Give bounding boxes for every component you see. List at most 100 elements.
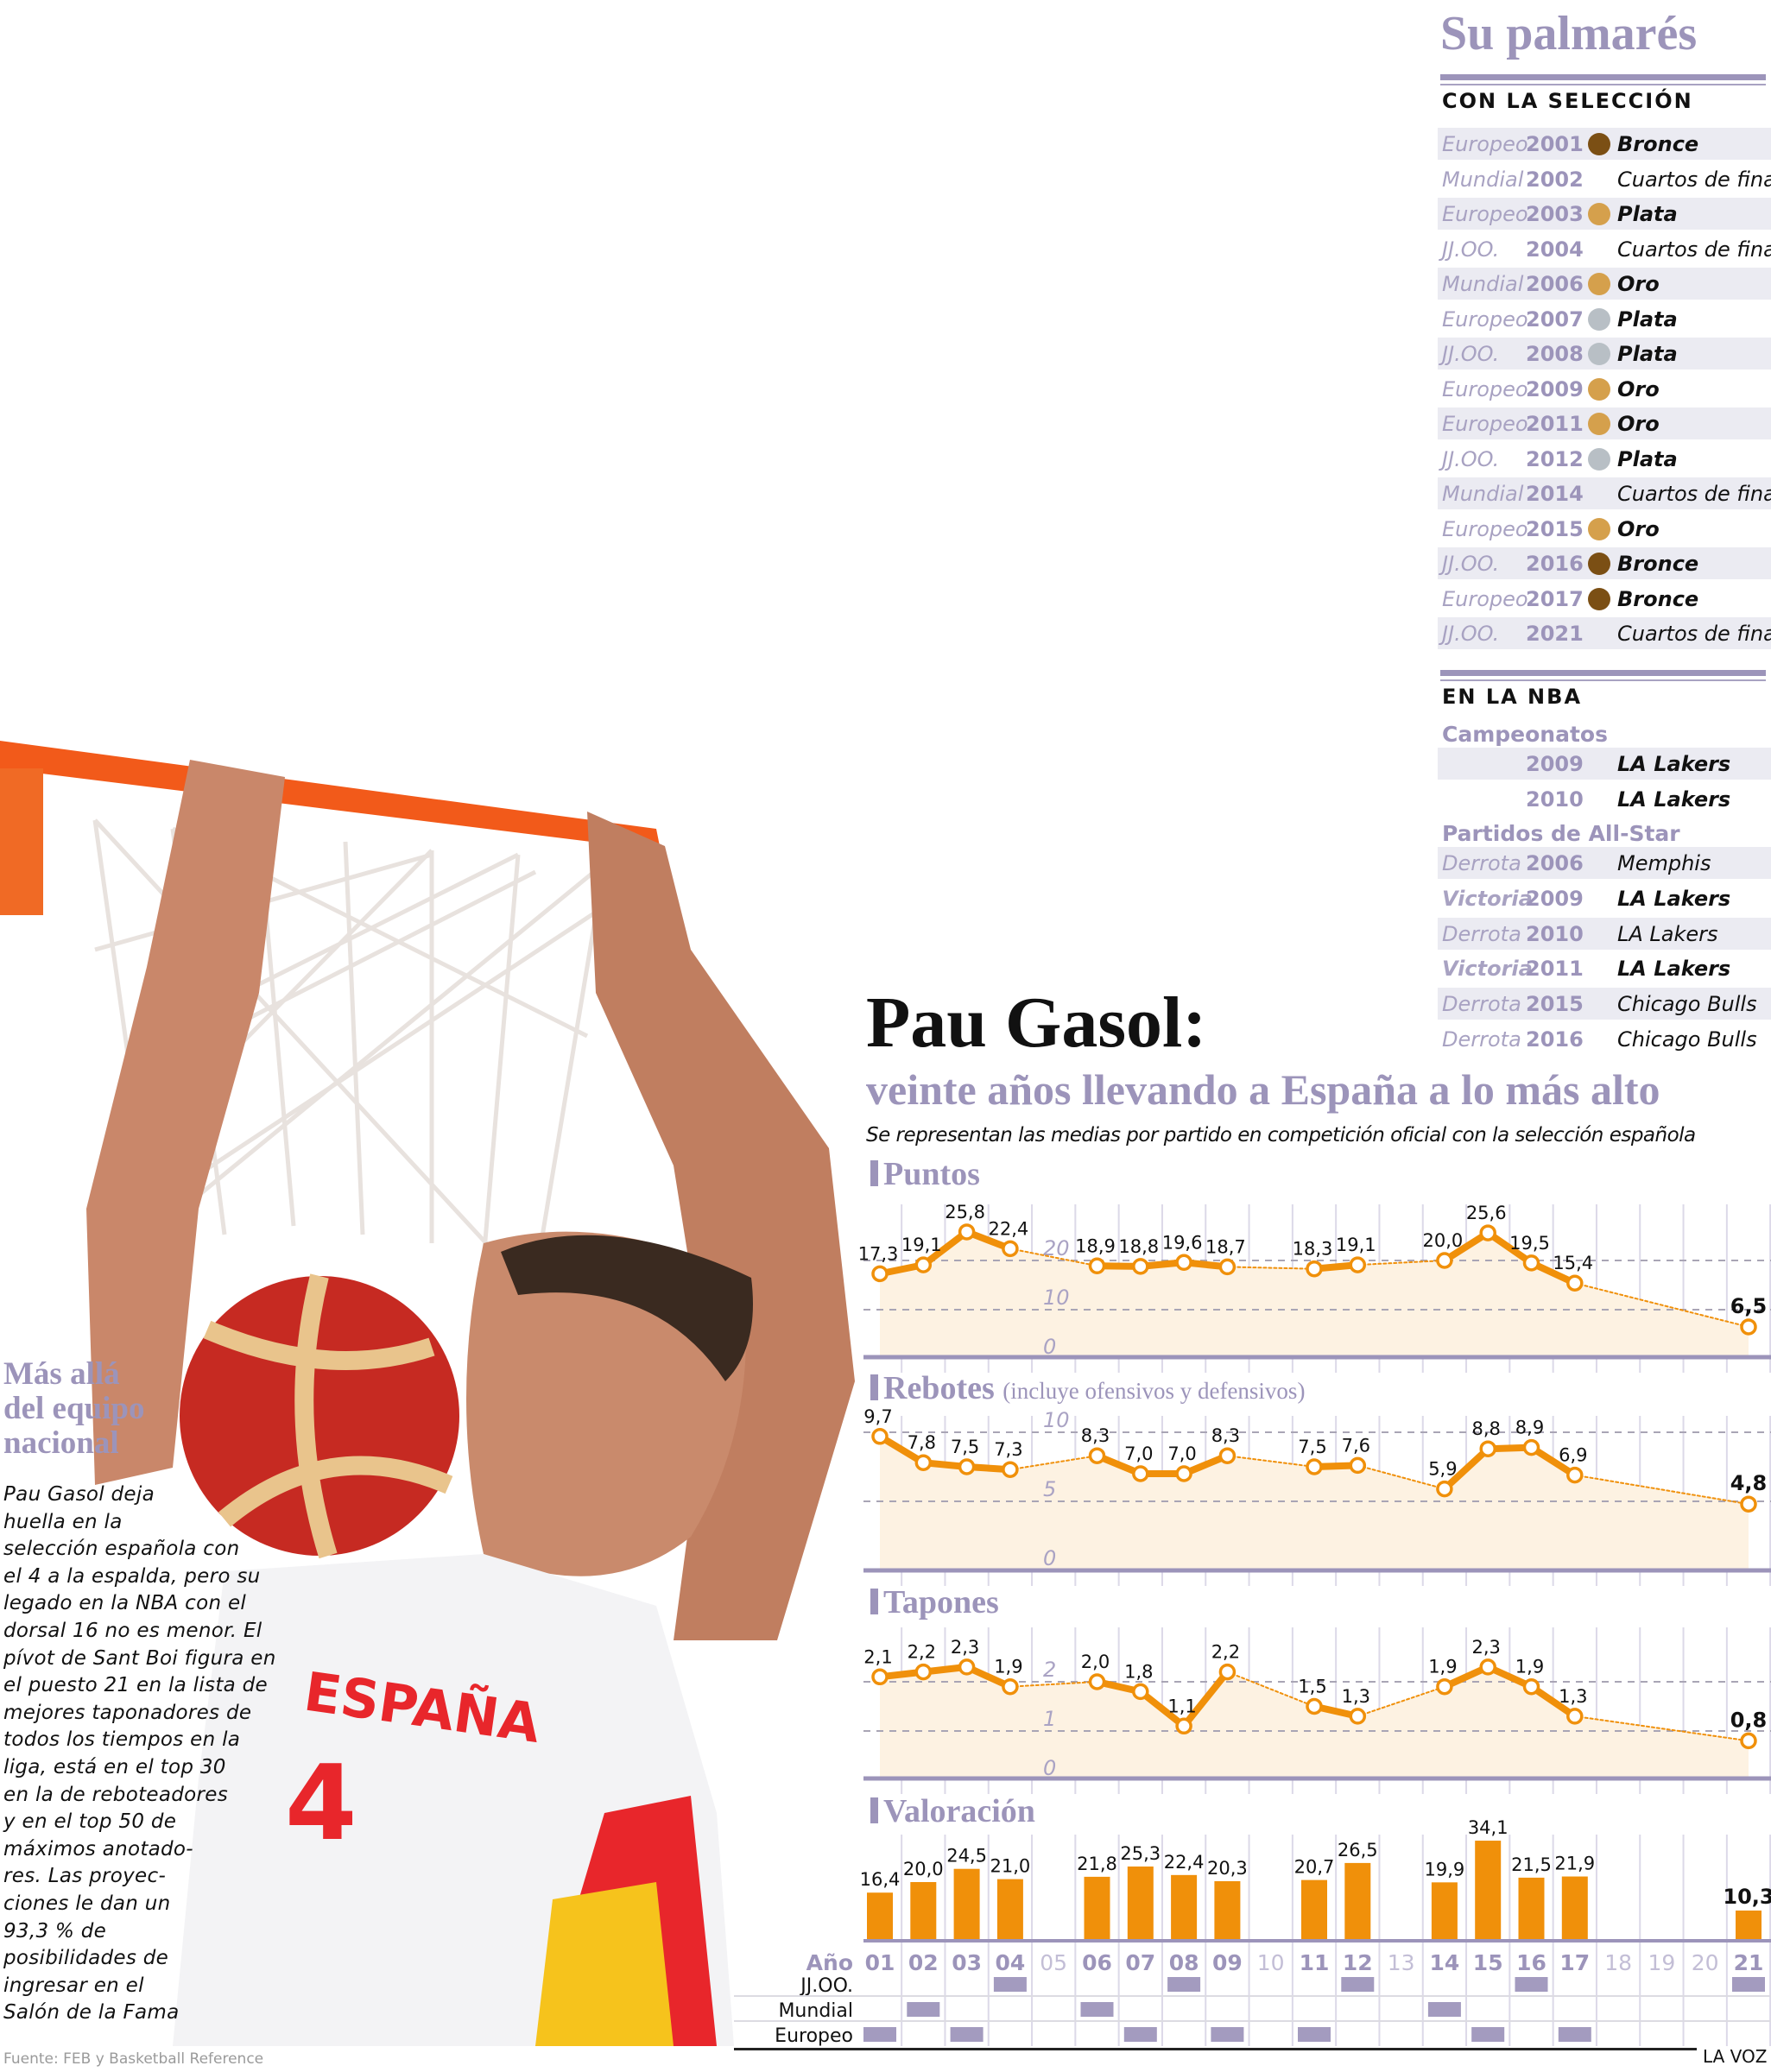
data-label: 8,9 [1515, 1418, 1544, 1438]
data-point [1436, 1677, 1453, 1696]
page-title: Pau Gasol: [866, 982, 1207, 1063]
bar-label: 20,3 [1207, 1858, 1248, 1879]
bar [953, 1868, 980, 1941]
data-label: 9,7 [863, 1406, 892, 1427]
competition-marker [907, 2002, 940, 2017]
allstar-row: Derrota 2006 Memphis [1438, 847, 1771, 879]
data-point [1175, 1254, 1192, 1272]
team: LA Lakers [1617, 921, 1718, 946]
data-point [1349, 1456, 1367, 1475]
bar-label: 22,4 [1164, 1852, 1205, 1873]
outcome: Victoria [1442, 957, 1533, 982]
data-label: 18,9 [1075, 1235, 1116, 1256]
allstar-row: Victoria 2009 LA Lakers [1438, 882, 1771, 914]
bronze-medal-icon [1588, 553, 1610, 575]
competition: Europeo [1442, 412, 1528, 436]
data-point [1175, 1717, 1192, 1735]
series-gap-line [1573, 1282, 1749, 1328]
section-tapones: Tapones [870, 1585, 999, 1620]
y-tick-label: 0 [1043, 1756, 1056, 1780]
competition-row-label: Mundial [778, 2000, 853, 2022]
divider [1440, 74, 1766, 80]
data-label: 7,6 [1342, 1435, 1370, 1456]
data-label: 5,9 [1428, 1459, 1457, 1480]
competition: Europeo [1442, 586, 1528, 611]
year: 2010 [1526, 921, 1584, 946]
team: Memphis [1617, 851, 1711, 875]
competition-marker [1211, 2027, 1244, 2042]
outcome: Derrota [1442, 921, 1521, 946]
bar [867, 1892, 893, 1941]
data-point [958, 1223, 976, 1241]
outcome: Derrota [1442, 851, 1521, 875]
y-tick-label: 10 [1043, 1286, 1070, 1310]
data-label: 1,9 [1428, 1657, 1457, 1677]
result: Plata [1617, 446, 1678, 471]
competition: JJ.OO. [1442, 342, 1500, 366]
data-point [1566, 1274, 1584, 1292]
data-label: 17,3 [858, 1243, 899, 1264]
year: 2008 [1526, 342, 1584, 366]
competition-row-label: Europeo [775, 2025, 853, 2047]
y-tick-label: 5 [1043, 1477, 1056, 1501]
palmares-row: JJ.OO. 2021 Cuartos de final [1438, 617, 1771, 649]
year: 2003 [1526, 202, 1584, 226]
competition: Mundial [1442, 167, 1524, 192]
competition-marker [1515, 1977, 1548, 1992]
data-label: 19,5 [1509, 1233, 1550, 1254]
series-line [920, 1228, 971, 1269]
data-point [1740, 1732, 1757, 1750]
data-point [1349, 1256, 1367, 1273]
data-point [1479, 1658, 1496, 1676]
data-point [871, 1668, 889, 1686]
competition-marker [1732, 1977, 1765, 1992]
section-valoracion: Valoración [870, 1794, 1035, 1829]
series-gap-line [1226, 1671, 1315, 1708]
source-note: Fuente: FEB y Basketball Reference [3, 2050, 264, 2068]
competition: JJ.OO. [1442, 237, 1500, 262]
data-label: 6,5 [1730, 1294, 1768, 1318]
data-point [1218, 1663, 1237, 1681]
result: Bronce [1617, 586, 1699, 611]
series-line [1527, 1443, 1578, 1479]
bar-label: 10,3 [1723, 1885, 1771, 1909]
bar-label: 19,9 [1425, 1859, 1465, 1879]
lead-body-line: 93,3 % de [3, 1919, 107, 1942]
gold-medal-icon [1588, 203, 1610, 225]
year-tick-label: 03 [952, 1950, 982, 1975]
bar-label: 34,1 [1468, 1817, 1509, 1838]
seleccion-heading: CON LA SELECCIÓN [1442, 89, 1693, 113]
data-label: 19,1 [1336, 1235, 1376, 1255]
year: 2014 [1526, 482, 1584, 506]
hoop-rim [0, 741, 661, 850]
year-tick-label: 12 [1343, 1950, 1373, 1975]
data-label: 8,3 [1081, 1425, 1110, 1446]
result: Oro [1617, 516, 1660, 541]
bar [910, 1882, 937, 1941]
series-gap-line [1573, 1715, 1749, 1742]
bronze-medal-icon [1588, 133, 1610, 155]
silver-medal-icon [1588, 447, 1610, 471]
competition: Europeo [1442, 516, 1528, 541]
data-point [1002, 1677, 1019, 1696]
series-gap-line [1009, 1455, 1098, 1471]
lead-body-line: y en el top 50 de [3, 1810, 177, 1834]
data-label: 1,8 [1124, 1661, 1153, 1682]
series-gap-line [1226, 1455, 1315, 1468]
result: Cuartos de final [1617, 482, 1771, 506]
year: 2011 [1526, 957, 1584, 982]
result: Oro [1617, 272, 1660, 296]
data-label: 2,3 [1471, 1637, 1500, 1658]
lead-body-line: Salón de la Fama [3, 2001, 180, 2025]
jersey-flag-yellow [535, 1882, 674, 2046]
lead-body-line: posibilidades de [3, 1947, 169, 1970]
chart-note: Se representan las medias por partido en… [866, 1124, 1696, 1147]
year: 2012 [1526, 446, 1584, 471]
competition-marker [1080, 2002, 1114, 2017]
palmares-row: JJ.OO. 2016 Bronce [1438, 547, 1771, 579]
palmares-row: JJ.OO. 2012 Plata [1438, 443, 1771, 475]
result: Plata [1617, 342, 1678, 366]
nba-heading: EN LA NBA [1442, 685, 1583, 709]
data-point [1740, 1318, 1757, 1336]
result: Oro [1617, 412, 1660, 436]
